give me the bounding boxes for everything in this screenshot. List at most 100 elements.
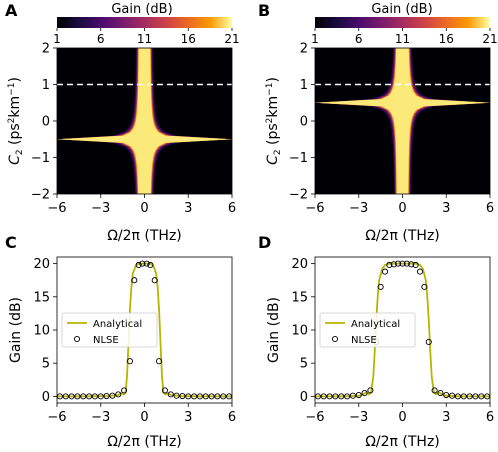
y-tick-label: −2: [31, 188, 50, 203]
nlse-point: [377, 283, 384, 290]
nlse-point: [314, 393, 321, 400]
panel-letter-b: B: [258, 1, 270, 20]
nlse-point: [56, 393, 63, 400]
gain-contour-4: [57, 48, 232, 194]
nlse-point: [484, 393, 491, 400]
colorbar-tick-label: 16: [439, 32, 454, 46]
nlse-point: [408, 261, 415, 268]
x-tick-label: 6: [486, 410, 494, 425]
y-tick-label: 1: [300, 78, 308, 93]
nlse-point: [139, 260, 146, 267]
y-tick-label: 10: [291, 324, 308, 339]
y-axis-label: C2 (ps2km−1): [265, 77, 283, 165]
y-tick-label: 1: [42, 78, 50, 93]
nlse-point: [135, 261, 142, 269]
nlse-point: [320, 393, 327, 400]
nlse-point: [412, 261, 419, 269]
y-tick-label: 0: [42, 390, 50, 405]
colorbar-label: Gain (dB): [111, 2, 172, 17]
y-tick-label: 0: [300, 390, 308, 405]
gain-region: [57, 48, 232, 194]
x-tick-label: 3: [184, 410, 192, 425]
colorbar-tick-label: 21: [482, 32, 497, 46]
x-tick-label: −6: [305, 410, 324, 425]
y-tick-label: −1: [289, 151, 308, 166]
y-tick-label: 20: [291, 257, 308, 272]
nlse-point: [332, 393, 339, 400]
nlse-point: [151, 277, 158, 284]
nlse-point: [431, 387, 438, 394]
nlse-point: [68, 393, 75, 400]
nlse-point: [386, 261, 393, 269]
nlse-point: [349, 392, 356, 399]
axis-ticks: −6 −3 0 3 6 −2 −1 0 1 2: [289, 42, 494, 217]
x-tick-label: 0: [140, 201, 148, 216]
nlse-point: [390, 261, 397, 268]
colorbar-tick-label: 6: [97, 32, 105, 46]
legend-box: [319, 312, 416, 348]
nlse-point: [226, 393, 233, 400]
x-tick-label: 6: [486, 201, 494, 216]
legend-marker-sample: [73, 335, 81, 343]
gain-contour-4: [315, 48, 490, 194]
x-axis-label: Ω/2π (THz): [365, 228, 440, 244]
nlse-point: [326, 393, 333, 400]
legend-entry-nlse: NLSE: [351, 335, 377, 346]
x-axis-label: Ω/2π (THz): [107, 228, 182, 244]
nlse-point: [425, 338, 432, 345]
y-axis-label: Gain (dB): [266, 297, 282, 363]
nlse-point: [460, 393, 467, 400]
nlse-point: [86, 393, 93, 400]
x-tick-label: 0: [398, 410, 406, 425]
nlse-point: [115, 391, 122, 398]
nlse-point: [421, 283, 428, 290]
gain-region: [315, 48, 490, 194]
colorbar: [57, 17, 232, 28]
nlse-point: [97, 393, 104, 400]
legend: Analytical NLSE: [61, 312, 158, 348]
nlse-point: [156, 358, 163, 365]
legend-entry-nlse: NLSE: [93, 335, 119, 346]
x-axis-label: Ω/2π (THz): [107, 434, 182, 450]
nlse-point: [126, 358, 133, 365]
legend-marker-sample: [331, 335, 339, 343]
nlse-point: [472, 393, 479, 400]
y-axis-label: Gain (dB): [8, 297, 24, 363]
x-axis-label: Ω/2π (THz): [365, 434, 440, 450]
nlse-point: [131, 277, 138, 284]
nlse-point: [381, 268, 389, 275]
nlse-point: [80, 393, 87, 400]
nlse-point: [103, 392, 110, 400]
nlse-point: [443, 391, 450, 399]
nlse-point: [367, 387, 374, 394]
nlse-point: [338, 393, 345, 400]
colorbar-tick-label: 16: [181, 32, 196, 46]
nlse-point: [143, 260, 150, 267]
y-tick-label: 0: [300, 115, 308, 130]
x-tick-label: 6: [228, 410, 236, 425]
y-tick-label: 20: [33, 257, 50, 272]
nlse-point: [454, 393, 461, 400]
nlse-point: [478, 393, 485, 400]
nlse-point: [220, 393, 227, 400]
nlse-point: [191, 393, 198, 400]
nlse-point: [344, 393, 351, 400]
nlse-point: [395, 260, 402, 267]
y-tick-label: 2: [300, 42, 308, 57]
x-tick-label: −3: [91, 410, 110, 425]
legend-box: [61, 312, 158, 348]
nlse-point: [399, 260, 406, 267]
y-axis-label: C2 (ps2km−1): [7, 77, 25, 165]
y-tick-label: 10: [33, 324, 50, 339]
x-tick-label: 3: [442, 410, 450, 425]
panel-letter-a: A: [5, 1, 18, 20]
x-tick-label: 0: [140, 410, 148, 425]
legend-entry-analytical: Analytical: [93, 319, 142, 330]
colorbar-label: Gain (dB): [371, 2, 432, 17]
axis-ticks: −6 −3 0 3 6 0 5 10 15 20: [33, 257, 236, 425]
colorbar-tick-label: 1: [53, 32, 61, 46]
nlse-point: [208, 393, 215, 400]
colorbar: [315, 17, 490, 28]
colorbar-tick-label: 1: [311, 32, 319, 46]
